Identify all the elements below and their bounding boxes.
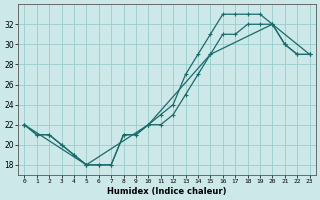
X-axis label: Humidex (Indice chaleur): Humidex (Indice chaleur)	[107, 187, 227, 196]
